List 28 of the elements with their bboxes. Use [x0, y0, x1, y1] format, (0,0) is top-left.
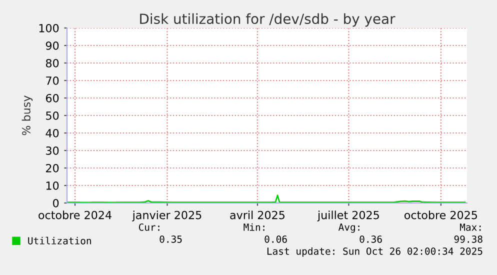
text: Last update: Sun Oct 26 02:00:34 2025: [267, 247, 482, 257]
y-tick-label: 30: [46, 146, 59, 155]
y-tick-label: 100: [39, 24, 59, 32]
text: Max:: [460, 224, 481, 231]
y-tick-label: 80: [46, 58, 59, 68]
legend-label: Utilization: [28, 236, 91, 244]
text: 0.06: [264, 235, 287, 243]
y-tick-label: 10: [46, 181, 59, 190]
x-tick-label: janvier 2025: [132, 210, 202, 222]
text: Cur:: [138, 223, 160, 231]
text: 0.36: [360, 235, 382, 243]
y-tick-label: 60: [46, 94, 59, 102]
x-tick-label: juillet 2025: [317, 210, 379, 222]
y-tick-label: 50: [46, 111, 59, 120]
y-tick-label: 40: [46, 128, 59, 138]
x-tick-label: octobre 2024: [38, 210, 112, 220]
text: 0.35: [160, 235, 182, 243]
x-tick-label: octobre 2025: [404, 210, 477, 220]
y-tick-label: 20: [46, 164, 59, 172]
y-tick-label: 0: [53, 198, 59, 208]
y-axis-title: % busy: [22, 96, 33, 136]
text: Min:: [244, 223, 264, 231]
y-tick-label: 70: [46, 76, 59, 85]
text: Avg:: [338, 224, 360, 233]
y-tick-label: 90: [46, 41, 59, 50]
chart-title: Disk utilization for /dev/sdb - by year: [140, 13, 396, 27]
x-tick-label: avril 2025: [230, 210, 284, 220]
text: 99.38: [454, 235, 482, 243]
